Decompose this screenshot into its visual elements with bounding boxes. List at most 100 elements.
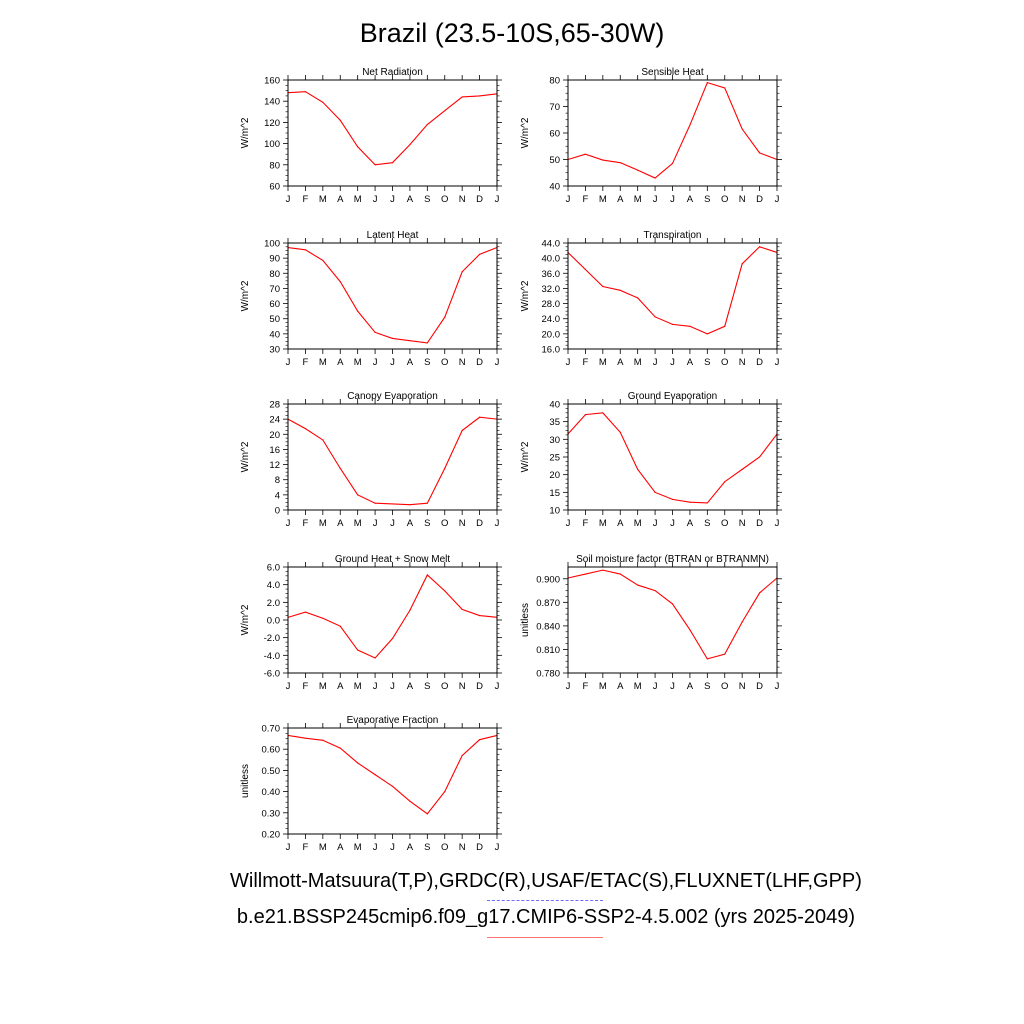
x-tick-label: O (441, 681, 448, 692)
x-tick-label: J (373, 357, 378, 368)
x-tick-label: S (704, 357, 710, 368)
data-point (409, 609, 411, 611)
x-tick-label: J (390, 357, 395, 368)
x-tick-label: A (687, 518, 694, 529)
data-point (758, 246, 761, 248)
x-tick-label: D (756, 357, 763, 368)
x-tick-label: M (634, 194, 642, 205)
y-tick-label: 8 (275, 475, 280, 486)
y-tick-label: 25 (549, 453, 560, 464)
x-tick-label: N (459, 518, 466, 529)
x-tick-label: J (373, 681, 378, 692)
y-tick-label: 0.50 (262, 766, 281, 777)
data-point (619, 573, 621, 575)
data-point (357, 146, 359, 148)
y-axis-label: W/m^2 (520, 441, 531, 472)
y-tick-label: 20.0 (542, 329, 561, 340)
x-tick-label: A (337, 194, 344, 205)
x-tick-label: A (617, 357, 624, 368)
footer-case-name: b.e21.BSSP245cmip6.f09_g17.CMIP6-SSP2-4.… (236, 906, 856, 928)
chart-title: Soil moisture factor (BTRAN or BTRANMN) (576, 554, 769, 565)
x-tick-label: F (303, 357, 309, 368)
x-tick-label: A (407, 194, 414, 205)
data-point (339, 747, 341, 749)
x-tick-label: J (670, 357, 675, 368)
y-tick-label: 44.0 (542, 239, 561, 250)
y-tick-label: 28.0 (542, 299, 561, 310)
data-point (304, 91, 307, 93)
data-point (426, 574, 428, 576)
data-point (357, 762, 359, 764)
data-point (444, 467, 446, 469)
legend-model-line (487, 937, 603, 938)
chart-panel-transpiration: Transpiration 16.0 20.0 24.0 28.0 32.0 36.0 40.… (520, 230, 782, 368)
chart-panel-ground-heat-snow-melt: Ground Heat + Snow Melt -6.0 -4.0 -2.0 0.0 2.… (240, 554, 502, 692)
data-point (339, 625, 341, 627)
data-point (444, 590, 446, 592)
data-point (339, 281, 341, 283)
x-tick-label: A (617, 194, 624, 205)
x-tick-label: F (303, 518, 309, 529)
y-tick-label: 40.0 (542, 254, 561, 265)
x-tick-label: F (583, 357, 589, 368)
x-tick-label: N (459, 357, 466, 368)
y-tick-label: 10 (549, 506, 560, 517)
y-tick-label: 4 (275, 490, 280, 501)
y-axis-label: unitless (520, 603, 531, 637)
data-point (322, 739, 324, 741)
x-tick-label: J (286, 842, 291, 853)
series-line (567, 569, 778, 660)
y-tick-label: 24.0 (542, 314, 561, 325)
y-tick-label: 50 (549, 155, 560, 166)
x-tick-label: O (721, 518, 728, 529)
x-tick-label: S (424, 681, 430, 692)
x-tick-label: J (670, 518, 675, 529)
data-point (724, 325, 726, 327)
x-tick-label: M (354, 518, 362, 529)
x-tick-label: M (354, 357, 362, 368)
series-line (287, 734, 498, 815)
data-point (426, 123, 428, 126)
series-line (287, 91, 498, 166)
data-point (409, 144, 411, 146)
x-tick-label: O (441, 842, 448, 853)
x-tick-label: M (354, 681, 362, 692)
data-point (637, 297, 639, 299)
plot-frame (287, 727, 498, 835)
y-tick-label: 0.40 (262, 787, 281, 798)
x-tick-label: J (286, 357, 291, 368)
x-tick-label: M (599, 194, 607, 205)
y-tick-label: 100 (264, 139, 280, 150)
data-point (706, 658, 708, 660)
x-tick-label: M (354, 194, 362, 205)
y-tick-label: 60 (549, 129, 560, 140)
x-tick-label: J (495, 842, 500, 853)
data-point (602, 569, 604, 571)
series-line (567, 246, 778, 335)
y-tick-label: 16.0 (542, 345, 561, 356)
x-tick-label: A (617, 518, 624, 529)
x-tick-label: J (653, 518, 658, 529)
x-tick-label: D (476, 518, 483, 529)
y-tick-label: 0.0 (267, 616, 280, 627)
y-axis-label: unitless (240, 764, 251, 798)
plot-frame (567, 242, 778, 350)
y-tick-label: 90 (269, 254, 280, 265)
y-tick-label: 40 (269, 329, 280, 340)
y-tick-label: 20 (549, 470, 560, 481)
data-point (461, 608, 463, 610)
plot-frame (287, 79, 498, 187)
data-point (304, 428, 307, 430)
x-tick-label: J (566, 194, 571, 205)
data-point (322, 617, 324, 619)
data-point (654, 491, 656, 493)
data-point (374, 774, 376, 776)
chart-panel-evaporative-fraction: Evaporative Fraction 0.20 0.30 0.40 0.50 0.60… (240, 715, 502, 853)
data-point (322, 101, 324, 103)
x-tick-label: S (704, 518, 710, 529)
x-tick-label: A (687, 681, 694, 692)
chart-title: Canopy Evaporation (347, 391, 438, 402)
x-tick-label: A (407, 842, 414, 853)
